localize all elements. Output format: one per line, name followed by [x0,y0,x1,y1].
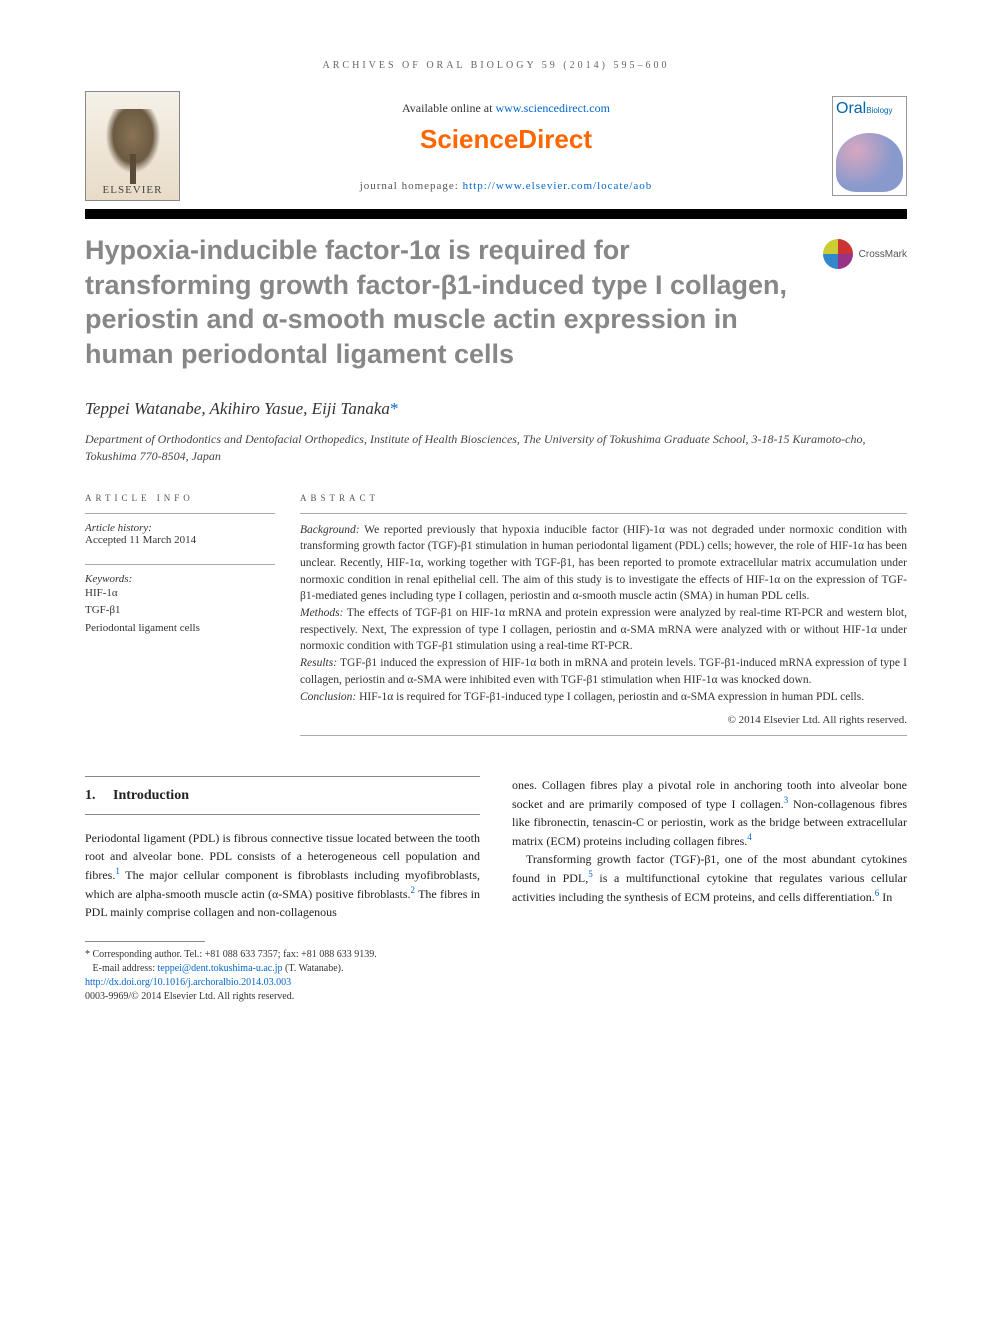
abstract-column: ABSTRACT Background: We reported previou… [300,493,907,736]
methods-text: The effects of TGF-β1 on HIF-1α mRNA and… [300,607,907,652]
section-heading: 1. Introduction [85,776,480,815]
keywords-label: Keywords: [85,573,275,585]
corresponding-author-note: * Corresponding author. Tel.: +81 088 63… [85,948,480,962]
doi-link[interactable]: http://dx.doi.org/10.1016/j.archoralbio.… [85,977,291,988]
article-history: Article history: Accepted 11 March 2014 [85,513,275,546]
elsevier-text: ELSEVIER [103,184,163,196]
copyright: © 2014 Elsevier Ltd. All rights reserved… [300,713,907,729]
citation-ref[interactable]: 4 [747,832,752,842]
results-label: Results: [300,657,337,669]
methods-label: Methods: [300,607,343,619]
journal-homepage: journal homepage: http://www.elsevier.co… [180,180,832,192]
crossmark-icon [823,239,853,269]
cover-title: OralBiology [836,100,903,118]
journal-header: ELSEVIER Available online at www.science… [85,91,907,201]
history-label: Article history: [85,522,275,534]
paragraph: Transforming growth factor (TGF)-β1, one… [512,850,907,906]
info-abstract-block: ARTICLE INFO Article history: Accepted 1… [85,493,907,736]
footnote-separator [85,941,205,942]
paragraph: ones. Collagen fibres play a pivotal rol… [512,776,907,850]
sciencedirect-link[interactable]: www.sciencedirect.com [495,101,610,115]
body-column-left: 1. Introduction Periodontal ligament (PD… [85,776,480,1004]
author-names: Teppei Watanabe, Akihiro Yasue, Eiji Tan… [85,399,390,418]
keyword: TGF-β1 [85,602,275,620]
available-online: Available online at www.sciencedirect.co… [180,101,832,116]
article-info-column: ARTICLE INFO Article history: Accepted 1… [85,493,300,736]
cover-image [836,133,903,192]
running-head: ARCHIVES OF ORAL BIOLOGY 59 (2014) 595–6… [85,60,907,71]
keyword: HIF-1α [85,585,275,603]
body-column-right: ones. Collagen fibres play a pivotal rol… [512,776,907,1004]
separator-bar [85,209,907,219]
header-center: Available online at www.sciencedirect.co… [180,101,832,192]
paragraph: Periodontal ligament (PDL) is fibrous co… [85,829,480,921]
title-row: Hypoxia-inducible factor-1α is required … [85,233,907,371]
journal-cover: OralBiology [832,96,907,196]
elsevier-tree-icon [98,109,168,184]
background-text: We reported previously that hypoxia indu… [300,524,907,603]
sciencedirect-logo: ScienceDirect [180,124,832,155]
page: ARCHIVES OF ORAL BIOLOGY 59 (2014) 595–6… [0,0,992,1044]
email-line: E-mail address: teppei@dent.tokushima-u.… [85,962,480,976]
article-title: Hypoxia-inducible factor-1α is required … [85,233,803,371]
elsevier-logo: ELSEVIER [85,91,180,201]
email-link[interactable]: teppei@dent.tokushima-u.ac.jp [157,963,282,974]
keyword: Periodontal ligament cells [85,620,275,638]
issn-line: 0003-9969/© 2014 Elsevier Ltd. All right… [85,990,480,1004]
keywords-block: Keywords: HIF-1α TGF-β1 Periodontal liga… [85,564,275,638]
abstract-body: Background: We reported previously that … [300,513,907,729]
abstract-heading: ABSTRACT [300,493,907,503]
results-text: TGF-β1 induced the expression of HIF-1α … [300,657,907,686]
history-value: Accepted 11 March 2014 [85,534,275,546]
article-info-heading: ARTICLE INFO [85,493,275,503]
abstract-bottom-rule [300,735,907,736]
homepage-prefix: journal homepage: [360,180,463,192]
crossmark-label: CrossMark [859,249,907,260]
available-prefix: Available online at [402,101,495,115]
background-label: Background: [300,524,360,536]
conclusion-text: HIF-1α is required for TGF-β1-induced ty… [356,691,864,703]
keywords-list: HIF-1α TGF-β1 Periodontal ligament cells [85,585,275,638]
footnotes: * Corresponding author. Tel.: +81 088 63… [85,948,480,1004]
section-number: 1. [85,788,96,803]
corresponding-marker: * [390,399,399,418]
body-columns: 1. Introduction Periodontal ligament (PD… [85,776,907,1004]
authors: Teppei Watanabe, Akihiro Yasue, Eiji Tan… [85,399,907,419]
section-title: Introduction [113,788,189,803]
homepage-link[interactable]: http://www.elsevier.com/locate/aob [463,180,653,192]
conclusion-label: Conclusion: [300,691,356,703]
affiliation: Department of Orthodontics and Dentofaci… [85,431,907,465]
crossmark-badge[interactable]: CrossMark [823,239,907,269]
